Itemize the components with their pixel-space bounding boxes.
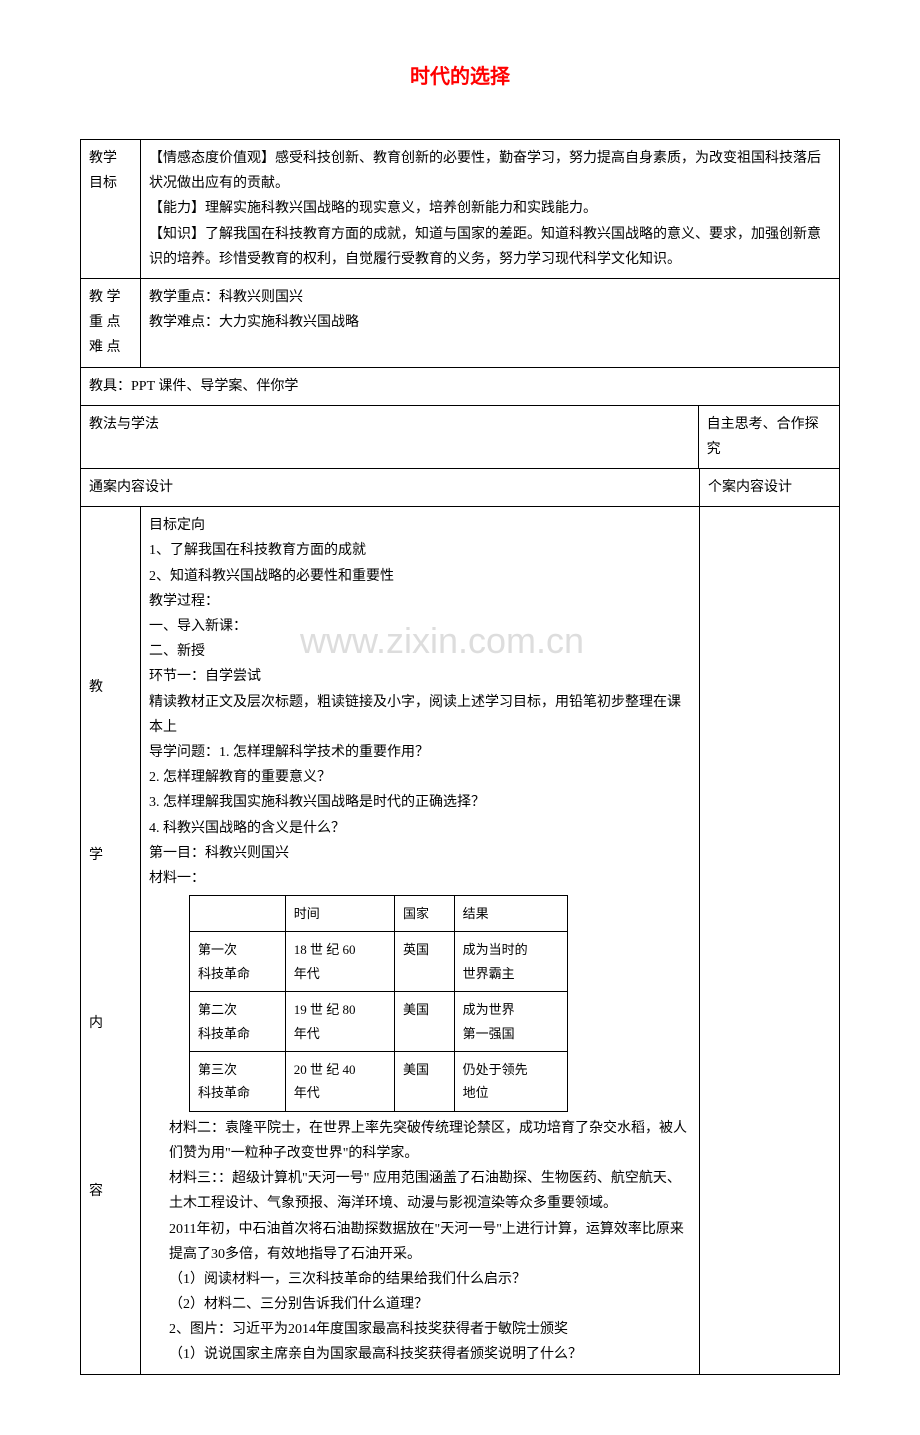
ir03: 成为当时的世界霸主 — [454, 932, 568, 992]
row1-content: 【情感态度价值观】感受科技创新、教育创新的必要性，勤奋学习，努力提高自身素质，为… — [141, 140, 840, 279]
row3-content: 教具：PPT 课件、导学案、伴你学 — [81, 367, 840, 405]
ih3: 结果 — [454, 896, 568, 932]
content-top: 目标定向1、了解我国在科技教育方面的成就2、知道科教兴国战略的必要性和重要性教学… — [149, 513, 691, 891]
lesson-plan-table: 教学目标 【情感态度价值观】感受科技创新、教育创新的必要性，勤奋学习，努力提高自… — [80, 139, 840, 1375]
ir13: 成为世界第一强国 — [454, 992, 568, 1052]
content-mid: 材料二：袁隆平院士，在世界上率先突破传统理论禁区，成功培育了杂交水稻，被人们赞为… — [149, 1116, 691, 1368]
row6-content: 目标定向1、了解我国在科技教育方面的成就2、知道科教兴国战略的必要性和重要性教学… — [141, 507, 700, 1374]
row2-label: 教 学重 点难 点 — [81, 278, 141, 367]
row6-label: 教学内容 — [81, 507, 141, 1374]
row5-right: 个案内容设计 — [700, 469, 840, 507]
ir21: 20 世 纪 40年代 — [285, 1052, 394, 1112]
ir11: 19 世 纪 80年代 — [285, 992, 394, 1052]
row1-label: 教学目标 — [81, 140, 141, 279]
row2-content: 教学重点：科教兴则国兴教学难点：大力实施科教兴国战略 — [141, 278, 840, 367]
row4-left: 教法与学法 — [81, 405, 699, 468]
material-table: 时间 国家 结果 第一次科技革命 18 世 纪 60年代 英国 成为当时的世界霸… — [189, 895, 568, 1112]
ir10: 第二次科技革命 — [190, 992, 286, 1052]
page-title: 时代的选择 — [80, 60, 840, 89]
ir23: 仍处于领先地位 — [454, 1052, 568, 1112]
ir20: 第三次科技革命 — [190, 1052, 286, 1112]
ih2: 国家 — [394, 896, 454, 932]
ih0 — [190, 896, 286, 932]
row6-right — [700, 507, 840, 1374]
ir02: 英国 — [394, 932, 454, 992]
ir12: 美国 — [394, 992, 454, 1052]
ir22: 美国 — [394, 1052, 454, 1112]
row5-left: 通案内容设计 — [81, 469, 700, 507]
ih1: 时间 — [285, 896, 394, 932]
ir01: 18 世 纪 60年代 — [285, 932, 394, 992]
ir00: 第一次科技革命 — [190, 932, 286, 992]
row4-right: 自主思考、合作探究 — [698, 405, 839, 468]
